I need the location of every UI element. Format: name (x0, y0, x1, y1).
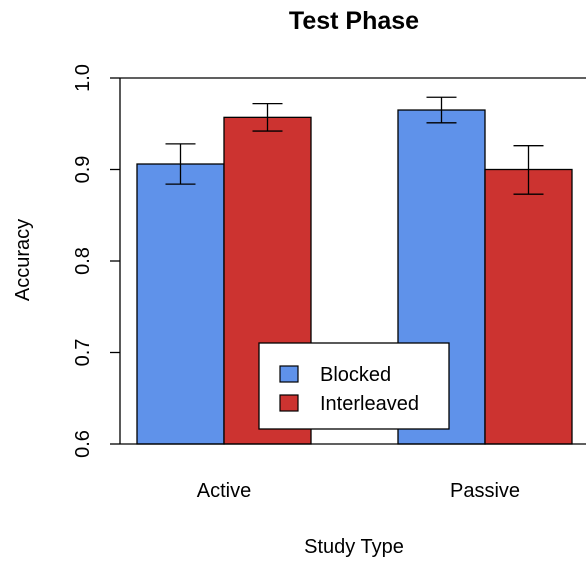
y-tick-label: 0.8 (72, 247, 94, 275)
x-category-label-passive: Passive (450, 480, 520, 502)
legend-swatch-blocked (279, 365, 299, 383)
bar-blocked-active (136, 163, 225, 445)
x-axis-label: Study Type (304, 536, 404, 558)
error-bars-group (165, 96, 544, 195)
legend-swatch-interleaved (279, 394, 299, 412)
x-category-labels: Active Passive (197, 480, 520, 502)
y-axis: 0.6 0.7 0.8 0.9 1.0 (72, 64, 586, 458)
legend-box (258, 342, 450, 430)
y-tick-label: 1.0 (72, 64, 94, 92)
y-tick-label: 0.9 (72, 156, 94, 184)
legend-label-interleaved: Interleaved (320, 393, 419, 415)
chart-title: Test Phase (289, 7, 419, 35)
y-tick-label: 0.6 (72, 430, 94, 458)
legend-label-blocked: Blocked (320, 364, 391, 386)
y-axis-label: Accuracy (12, 219, 34, 301)
y-tick-label: 0.7 (72, 339, 94, 367)
bar-interleaved-passive (484, 168, 573, 445)
x-category-label-active: Active (197, 480, 251, 502)
legend: Blocked Interleaved (258, 342, 450, 430)
